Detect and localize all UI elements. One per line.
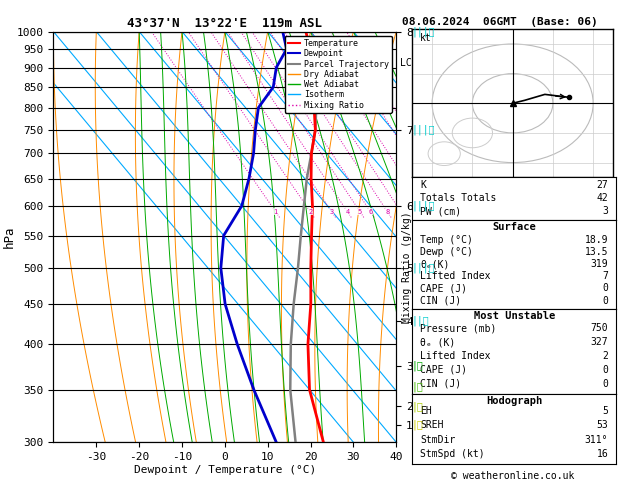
Text: 311°: 311° — [585, 434, 608, 445]
X-axis label: Dewpoint / Temperature (°C): Dewpoint / Temperature (°C) — [134, 465, 316, 475]
Text: |​: |​ — [412, 401, 424, 412]
Text: 0: 0 — [603, 283, 608, 294]
Text: 0: 0 — [603, 295, 608, 306]
Y-axis label: km
ASL: km ASL — [414, 227, 436, 247]
Text: 0: 0 — [603, 365, 608, 375]
Text: |​: |​ — [412, 419, 424, 430]
Text: 08.06.2024  06GMT  (Base: 06): 08.06.2024 06GMT (Base: 06) — [402, 17, 598, 27]
Text: CIN (J): CIN (J) — [420, 379, 461, 389]
Text: 7: 7 — [603, 271, 608, 281]
Text: Hodograph: Hodograph — [486, 396, 542, 406]
Text: 3: 3 — [330, 208, 334, 214]
Text: 6: 6 — [368, 208, 372, 214]
Text: Mixing Ratio (g/kg): Mixing Ratio (g/kg) — [402, 211, 412, 323]
Text: Temp (°C): Temp (°C) — [420, 235, 473, 245]
Text: |||​: |||​ — [412, 263, 435, 273]
Text: 16: 16 — [596, 449, 608, 459]
Text: 5: 5 — [603, 406, 608, 416]
Text: 18.9: 18.9 — [585, 235, 608, 245]
Text: 3: 3 — [603, 206, 608, 216]
Text: PW (cm): PW (cm) — [420, 206, 461, 216]
Text: 27: 27 — [596, 179, 608, 190]
Text: Lifted Index: Lifted Index — [420, 351, 491, 361]
Y-axis label: hPa: hPa — [3, 226, 15, 248]
Text: θₑ(K): θₑ(K) — [420, 259, 450, 269]
Text: kt: kt — [420, 33, 431, 43]
Text: 42: 42 — [596, 193, 608, 203]
Text: 4: 4 — [345, 208, 350, 214]
Text: 53: 53 — [596, 420, 608, 430]
Text: |||​: |||​ — [412, 201, 435, 211]
Title: 43°37'N  13°22'E  119m ASL: 43°37'N 13°22'E 119m ASL — [127, 17, 323, 31]
Text: |​: |​ — [412, 361, 424, 371]
Legend: Temperature, Dewpoint, Parcel Trajectory, Dry Adiabat, Wet Adiabat, Isotherm, Mi: Temperature, Dewpoint, Parcel Trajectory… — [284, 36, 392, 113]
Text: Lifted Index: Lifted Index — [420, 271, 491, 281]
Text: 8: 8 — [385, 208, 389, 214]
Text: Dewp (°C): Dewp (°C) — [420, 247, 473, 257]
Text: 319: 319 — [591, 259, 608, 269]
Text: θₑ (K): θₑ (K) — [420, 337, 455, 347]
Text: StmDir: StmDir — [420, 434, 455, 445]
Text: 13.5: 13.5 — [585, 247, 608, 257]
Text: 2: 2 — [603, 351, 608, 361]
Text: LCL: LCL — [401, 58, 418, 68]
Text: |​: |​ — [412, 382, 424, 392]
Text: |||​: |||​ — [412, 26, 435, 37]
Text: StmSpd (kt): StmSpd (kt) — [420, 449, 485, 459]
Text: K: K — [420, 179, 426, 190]
Text: 5: 5 — [358, 208, 362, 214]
Text: CAPE (J): CAPE (J) — [420, 283, 467, 294]
Text: CIN (J): CIN (J) — [420, 295, 461, 306]
Text: 327: 327 — [591, 337, 608, 347]
Text: |||​: |||​ — [412, 124, 435, 135]
Text: 750: 750 — [591, 323, 608, 333]
Text: 2: 2 — [308, 208, 312, 214]
Text: CAPE (J): CAPE (J) — [420, 365, 467, 375]
Text: Most Unstable: Most Unstable — [474, 311, 555, 321]
Text: EH: EH — [420, 406, 432, 416]
Text: © weatheronline.co.uk: © weatheronline.co.uk — [451, 471, 574, 481]
Text: 1: 1 — [274, 208, 277, 214]
Text: Totals Totals: Totals Totals — [420, 193, 496, 203]
Text: ||​: ||​ — [412, 315, 430, 326]
Text: SREH: SREH — [420, 420, 443, 430]
Text: Surface: Surface — [493, 222, 536, 232]
Text: 0: 0 — [603, 379, 608, 389]
Text: Pressure (mb): Pressure (mb) — [420, 323, 496, 333]
